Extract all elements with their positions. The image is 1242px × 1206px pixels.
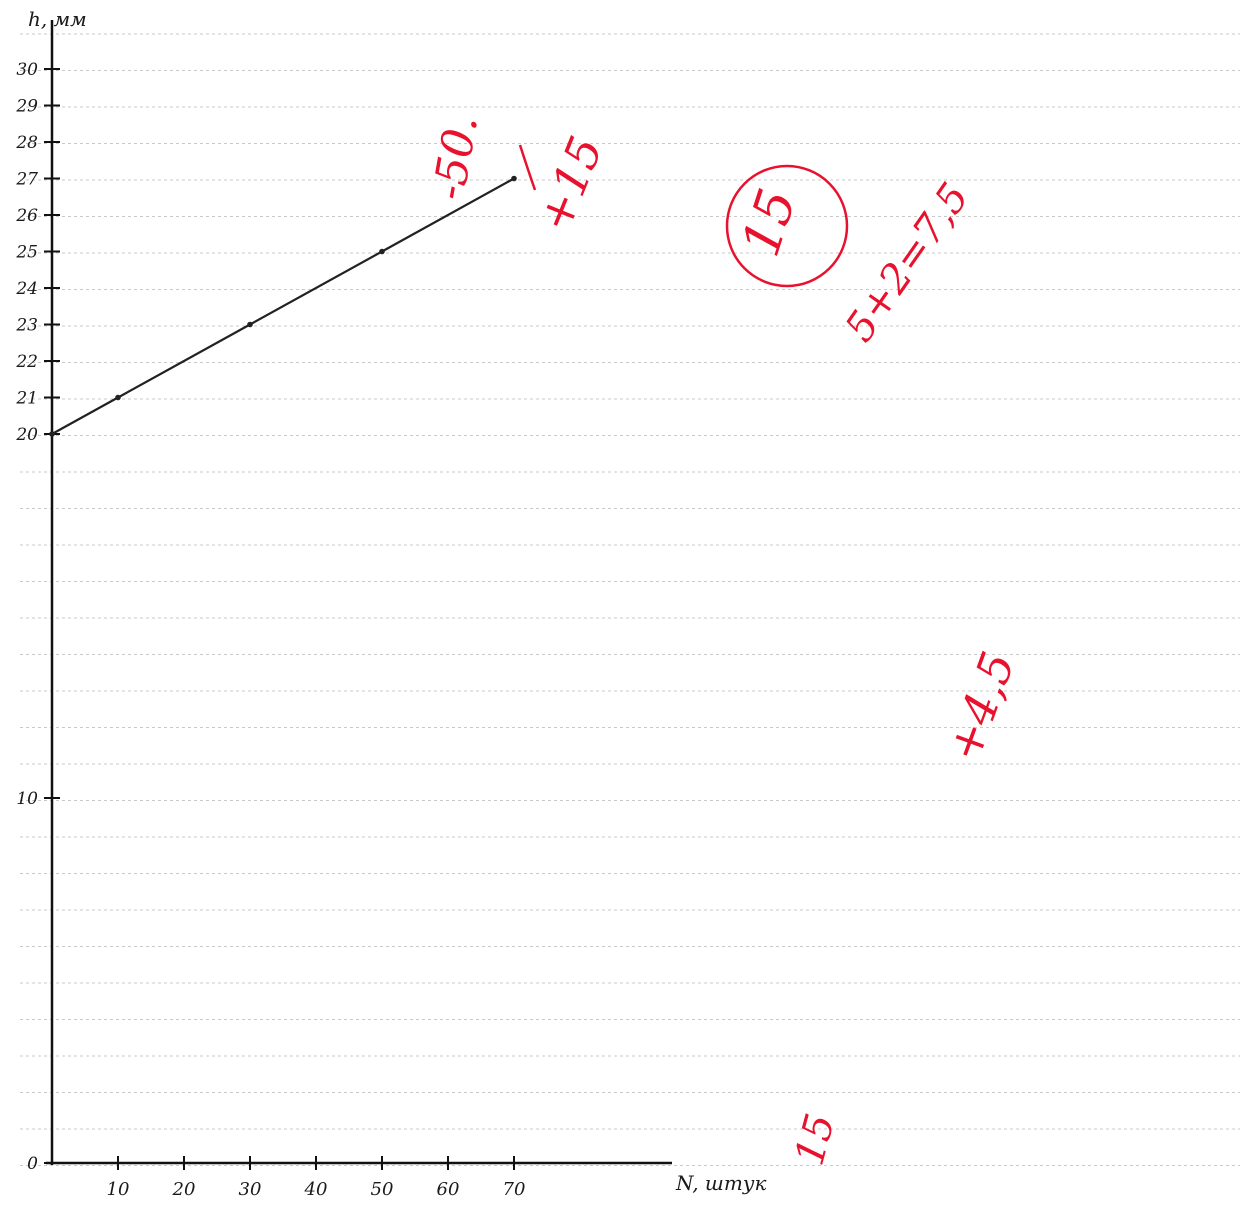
x-tick-label: 60	[437, 1179, 460, 1200]
axes	[46, 20, 672, 1165]
red-annotations: -50. +15 15 5+2=7,5 +4,5 15	[423, 111, 1025, 1170]
y-axis-label: h, мм	[28, 7, 87, 31]
x-axis-label: N, штук	[675, 1171, 766, 1195]
data-point	[379, 248, 385, 255]
annotation-bracket-stroke	[518, 144, 537, 191]
y-tick-label: 22	[15, 352, 38, 372]
data-point	[115, 394, 121, 401]
y-tick-label: 27	[15, 170, 38, 190]
y-tick-label: 0	[27, 1154, 38, 1174]
y-tick-label: 26	[15, 206, 38, 226]
series-polyline	[51, 177, 515, 435]
data-point	[49, 431, 55, 437]
x-tick-label: 40	[304, 1179, 328, 1200]
y-tick-label: 28	[15, 133, 38, 153]
x-tick-label: 70	[503, 1179, 526, 1200]
data-point	[511, 175, 517, 182]
y-tick-label: 21	[15, 389, 38, 409]
annotation-minus-50: -50.	[423, 111, 488, 203]
annotation-circled-15: 15	[731, 182, 809, 263]
x-tick-label: 20	[172, 1179, 196, 1200]
series-line	[49, 175, 517, 437]
grid-lines	[20, 33, 1240, 1166]
y-tick-label: 30	[16, 60, 38, 80]
annotation-plus-15: +15	[527, 129, 613, 239]
annotation-formula: 5+2=7,5	[836, 175, 978, 350]
y-tick-label: 24	[15, 279, 38, 299]
annotation-plus-4-5: +4,5	[936, 645, 1025, 768]
y-ticks: 0 10 20 21 22 23 24 25 26 27 28 29 30	[15, 60, 60, 1174]
y-tick-label: 23	[15, 316, 38, 336]
x-tick-label: 10	[107, 1179, 130, 1200]
annotation-circle	[725, 164, 849, 288]
y-tick-label: 29	[15, 97, 38, 117]
y-tick-label: 25	[15, 243, 38, 263]
x-tick-label: 50	[371, 1179, 394, 1200]
annotation-bottom-15: 15	[787, 1109, 845, 1170]
x-ticks: 10 20 30 40 50 60 70	[107, 1156, 526, 1200]
x-tick-label: 30	[239, 1179, 262, 1200]
data-point	[247, 321, 253, 328]
y-tick-label: 20	[15, 425, 38, 445]
y-tick-label: 10	[16, 789, 38, 809]
